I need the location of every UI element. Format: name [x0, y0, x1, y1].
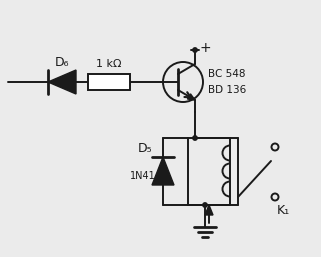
Bar	[88, 74, 130, 90]
Text: K₁: K₁	[277, 204, 290, 216]
Text: D₅: D₅	[138, 142, 152, 155]
Text: 1N4148: 1N4148	[130, 171, 168, 181]
Circle shape	[272, 194, 279, 200]
Bar	[188, 138, 230, 205]
Text: BD 136: BD 136	[208, 85, 246, 95]
Circle shape	[272, 143, 279, 151]
Text: +: +	[199, 41, 211, 55]
Polygon shape	[205, 205, 213, 215]
Text: D₆: D₆	[55, 56, 69, 69]
Polygon shape	[152, 157, 174, 185]
Circle shape	[193, 136, 197, 140]
Circle shape	[203, 203, 207, 207]
Circle shape	[193, 48, 197, 52]
Polygon shape	[48, 70, 76, 94]
Polygon shape	[187, 94, 195, 100]
Text: BC 548: BC 548	[208, 69, 246, 79]
Text: 1 kΩ: 1 kΩ	[96, 59, 122, 69]
